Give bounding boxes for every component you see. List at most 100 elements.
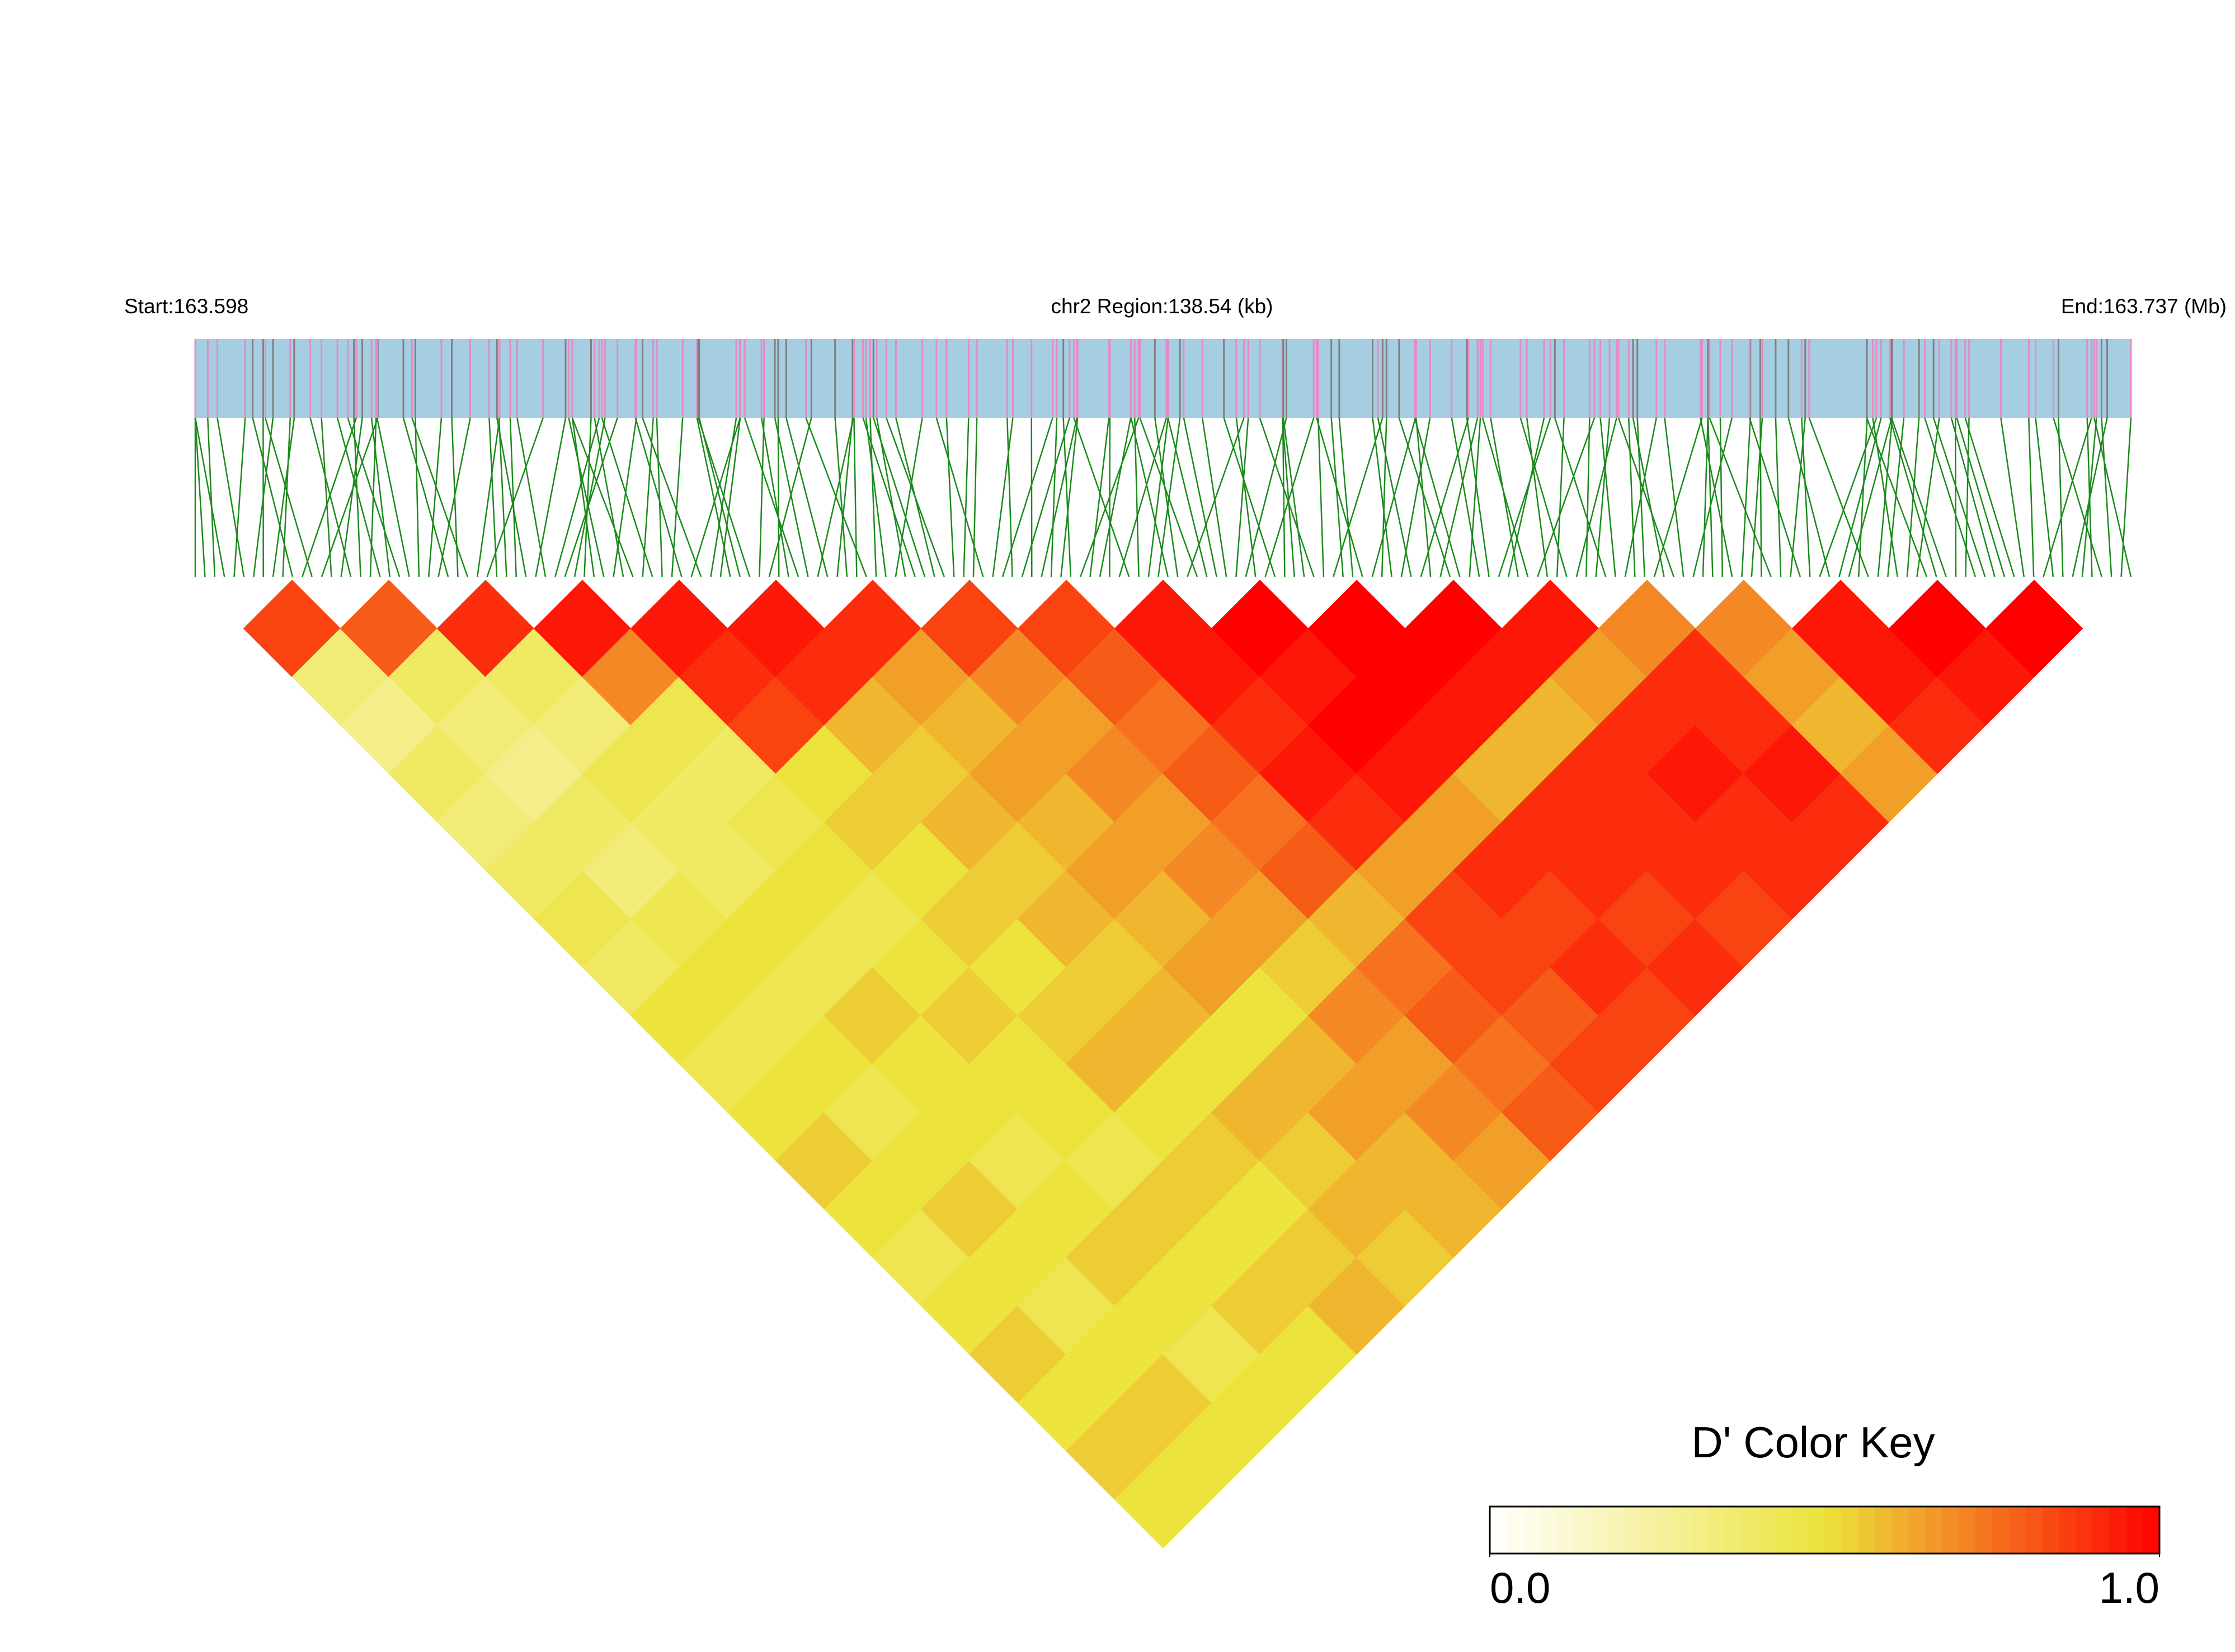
snp-link xyxy=(1848,417,1893,577)
snp-link xyxy=(865,417,887,577)
snp-link xyxy=(760,417,789,577)
snp-link xyxy=(805,417,867,577)
snp-link xyxy=(1414,417,1461,577)
snp-link xyxy=(836,417,854,577)
key-swatch xyxy=(1556,1507,1574,1554)
snp-link xyxy=(370,417,390,577)
snp-link xyxy=(584,417,592,577)
snp-link xyxy=(1154,417,1179,577)
snp-link xyxy=(233,417,246,577)
snp-link xyxy=(571,417,634,577)
snp-link xyxy=(1377,417,1412,577)
snp-link xyxy=(1089,417,1110,577)
snp-link xyxy=(1062,417,1072,577)
snp-link xyxy=(516,417,547,577)
snp-link xyxy=(1481,417,1529,577)
snp-link xyxy=(1749,417,1801,577)
key-swatch xyxy=(1858,1507,1876,1554)
snp-link xyxy=(785,417,829,577)
snp-link xyxy=(411,417,469,577)
snp-link xyxy=(1264,417,1315,577)
snp-link xyxy=(2086,417,2093,577)
key-swatch xyxy=(1724,1507,1742,1554)
snp-link xyxy=(759,417,765,577)
snp-link xyxy=(1519,417,1568,577)
snp-link xyxy=(873,417,926,577)
snp-link xyxy=(1490,417,1519,577)
snp-link xyxy=(1932,417,1986,577)
snp-link xyxy=(972,417,978,577)
key-swatch xyxy=(1757,1507,1775,1554)
snp-link xyxy=(1924,417,1977,577)
snp-link xyxy=(1508,417,1545,577)
snp-link xyxy=(601,417,653,577)
snp-link xyxy=(282,417,291,577)
snp-link xyxy=(272,417,295,577)
key-swatch xyxy=(1523,1507,1541,1554)
snp-link xyxy=(1819,417,1878,577)
key-swatch xyxy=(1624,1507,1641,1554)
snp-link xyxy=(1316,417,1363,577)
snp-link xyxy=(1338,417,1354,577)
snp-link xyxy=(1889,417,1937,577)
snp-link xyxy=(862,417,916,577)
snp-markers xyxy=(194,339,2132,577)
snp-link xyxy=(1281,417,1295,577)
snp-link xyxy=(1537,417,1596,577)
snp-link xyxy=(1381,417,1387,577)
key-swatch xyxy=(2109,1507,2127,1554)
key-swatch xyxy=(2126,1507,2144,1554)
snp-link xyxy=(594,417,624,577)
key-swatch xyxy=(1992,1507,2010,1554)
snp-link xyxy=(1526,417,1549,577)
key-tick-label: 0.0 xyxy=(1490,1563,1550,1612)
snp-link xyxy=(486,417,544,577)
key-swatch xyxy=(2059,1507,2077,1554)
key-swatch xyxy=(2042,1507,2060,1554)
end-label: End:163.737 (Mb) xyxy=(2061,295,2227,318)
key-swatch xyxy=(1657,1507,1675,1554)
snp-link xyxy=(1692,417,1733,577)
snp-link xyxy=(935,417,984,577)
key-swatch xyxy=(1808,1507,1825,1554)
snp-link xyxy=(1890,417,1947,577)
snp-track xyxy=(195,339,2131,418)
key-swatch xyxy=(2143,1507,2160,1554)
key-swatch xyxy=(1841,1507,1859,1554)
snp-link xyxy=(309,417,352,577)
snp-link xyxy=(1775,417,1782,577)
key-swatch xyxy=(1875,1507,1893,1554)
region-label: chr2 Region:138.54 (kb) xyxy=(1051,295,1273,318)
snp-link xyxy=(1021,417,1070,577)
snp-link xyxy=(671,417,684,577)
key-title: D' Color Key xyxy=(1691,1418,1935,1467)
snp-link xyxy=(347,417,401,577)
start-label: Start:163.598 xyxy=(124,295,248,318)
snp-link xyxy=(777,417,780,577)
snp-link xyxy=(571,417,595,577)
snp-link xyxy=(302,417,357,577)
snp-link xyxy=(1245,417,1287,577)
snp-link xyxy=(1439,417,1479,577)
key-swatch xyxy=(1740,1507,1758,1554)
snp-link xyxy=(1330,417,1344,577)
snp-link xyxy=(217,417,245,577)
key-swatch xyxy=(1607,1507,1625,1554)
snp-link xyxy=(1857,417,1868,577)
snp-link xyxy=(194,417,206,577)
snp-link xyxy=(886,417,945,577)
key-swatch xyxy=(2092,1507,2110,1554)
key-swatch xyxy=(1490,1507,1507,1554)
snp-link xyxy=(1282,417,1286,577)
key-swatch xyxy=(1774,1507,1792,1554)
snp-link xyxy=(1147,417,1169,577)
snp-link xyxy=(2000,417,2025,577)
snp-link xyxy=(2053,417,2103,577)
snp-link xyxy=(1741,417,1752,577)
snp-link xyxy=(656,417,663,577)
snp-link xyxy=(488,417,498,577)
snp-link xyxy=(1599,417,1616,577)
snp-link xyxy=(2043,417,2092,577)
snp-link xyxy=(696,417,731,577)
